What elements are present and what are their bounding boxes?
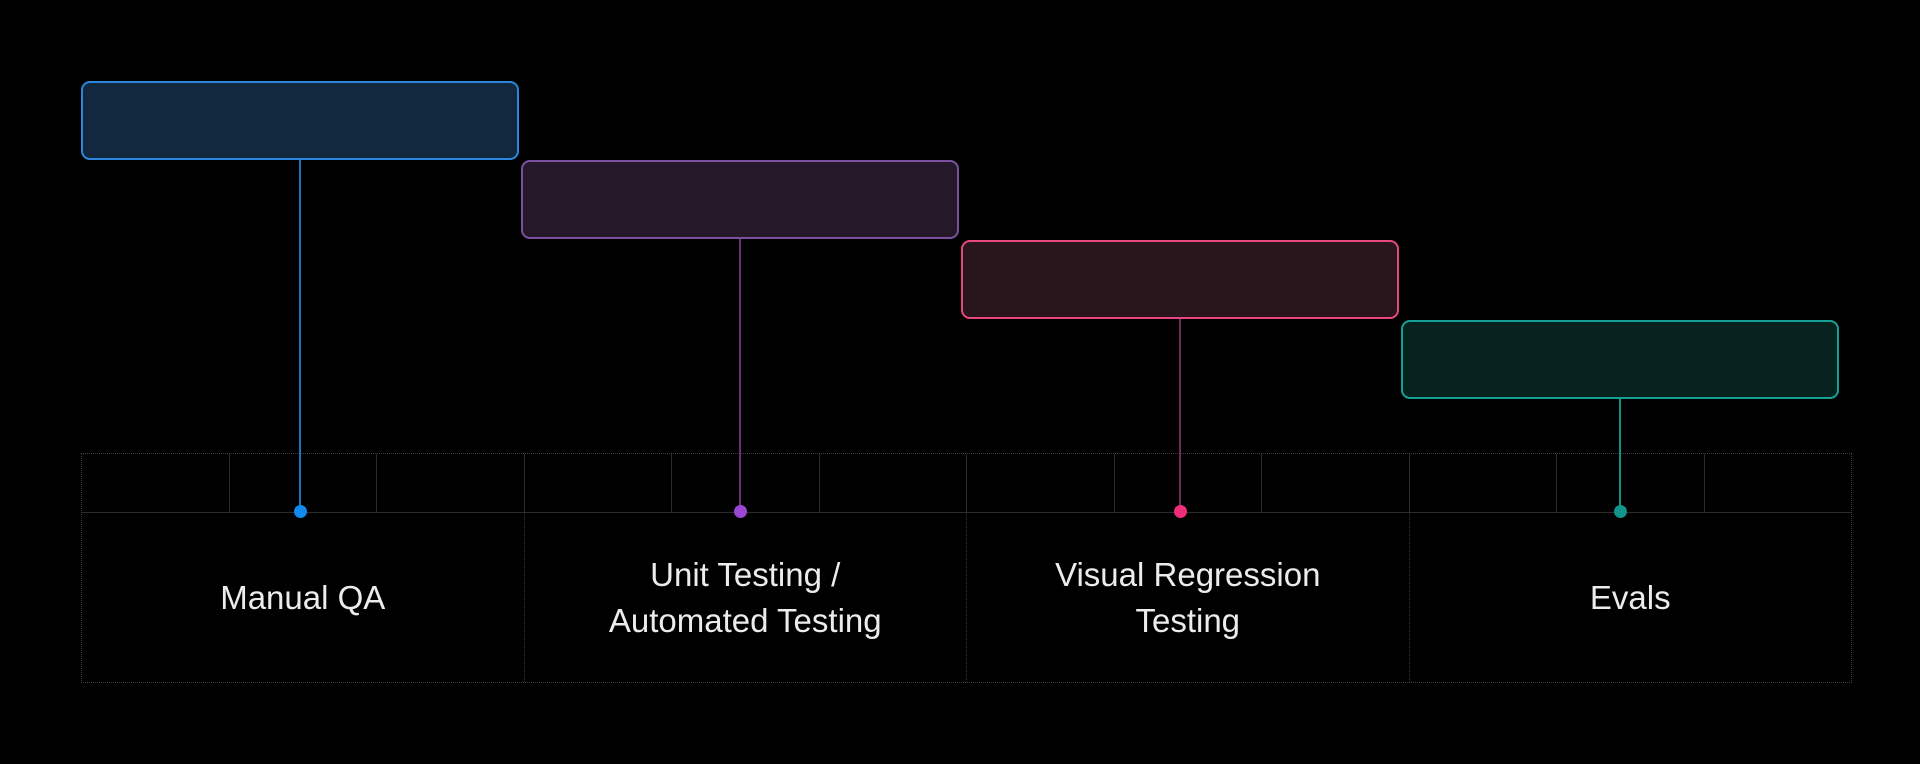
timeline-cell xyxy=(1115,454,1262,512)
timeline-cell xyxy=(672,454,820,512)
stage-box-evals xyxy=(1401,320,1839,399)
timeline-cell xyxy=(967,454,1115,512)
timeline-cell xyxy=(820,454,967,512)
timeline-dot-manual-qa xyxy=(294,505,307,518)
stage-box-unit-automated-testing xyxy=(521,160,959,239)
stage-label-unit-automated-testing: Unit Testing / Automated Testing xyxy=(608,555,882,639)
stage-box-manual-qa xyxy=(81,81,519,160)
connector-line-visual-regression-testing xyxy=(1179,319,1181,511)
connector-line-manual-qa xyxy=(299,160,301,511)
timeline-cell xyxy=(377,454,525,512)
timeline-tick-row xyxy=(82,454,1851,513)
timeline-cell xyxy=(1262,454,1410,512)
stage-box-visual-regression-testing xyxy=(961,240,1399,319)
timeline-cell xyxy=(1705,454,1852,512)
label-cell-evals: Evals xyxy=(1410,513,1852,682)
timeline-grid: Manual QA Unit Testing / Automated Testi… xyxy=(81,453,1852,683)
timeline-dot-evals xyxy=(1614,505,1627,518)
label-cell-visual-regression-testing: Visual Regression Testing xyxy=(967,513,1410,682)
stage-label-visual-regression-testing: Visual Regression Testing xyxy=(1055,555,1321,639)
timeline-dot-visual-regression-testing xyxy=(1174,505,1187,518)
label-cell-unit-automated-testing: Unit Testing / Automated Testing xyxy=(525,513,967,682)
connector-line-unit-automated-testing xyxy=(739,239,741,511)
connector-line-evals xyxy=(1619,399,1621,511)
timeline-label-row: Manual QA Unit Testing / Automated Testi… xyxy=(82,513,1851,682)
timeline-cell xyxy=(1410,454,1557,512)
timeline-cell xyxy=(230,454,377,512)
timeline-dot-unit-automated-testing xyxy=(734,505,747,518)
stage-label-manual-qa: Manual QA xyxy=(220,578,386,616)
label-cell-manual-qa: Manual QA xyxy=(82,513,525,682)
stage-label-evals: Evals xyxy=(1589,578,1671,616)
timeline-cell xyxy=(82,454,230,512)
timeline-cell xyxy=(525,454,672,512)
timeline-cell xyxy=(1557,454,1705,512)
